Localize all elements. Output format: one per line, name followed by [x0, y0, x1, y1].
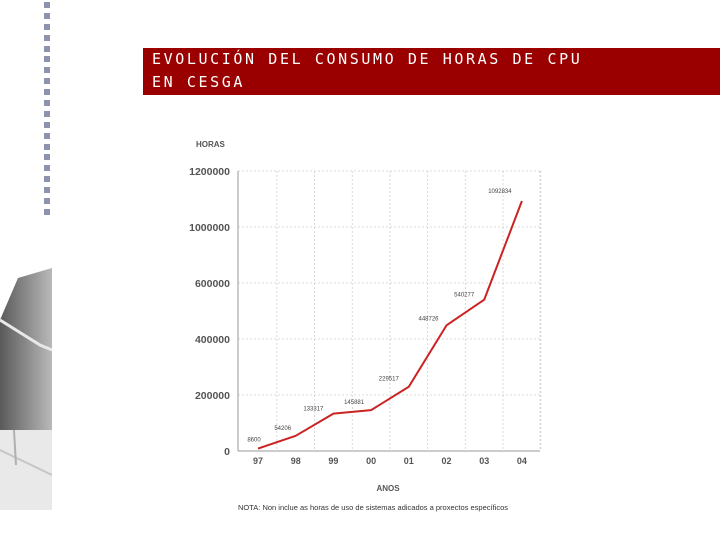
axes: [237, 171, 540, 452]
slide-title-line2: EN CESGA: [152, 73, 246, 91]
x-tick-label: 98: [291, 456, 301, 466]
decorative-shape: [0, 268, 52, 510]
y-tick-label: 400000: [195, 334, 230, 346]
x-tick-label: 01: [404, 456, 414, 466]
y-tick-label: 600000: [195, 278, 230, 290]
x-tick-label: 03: [479, 456, 489, 466]
data-label: 54206: [274, 426, 291, 432]
y-tick-label: 0: [224, 446, 230, 458]
y-tick-label: 200000: [195, 390, 230, 402]
data-label: 1092834: [488, 189, 512, 195]
y-tick-label: 1000000: [189, 222, 230, 234]
y-tick-label: 1200000: [189, 166, 230, 178]
data-label: 145881: [344, 400, 365, 406]
chart-note: NOTA: Non inclue as horas de uso de sist…: [238, 503, 508, 512]
data-label: 540277: [454, 293, 475, 299]
x-tick-label: 04: [517, 456, 527, 466]
grid-lines: [238, 170, 542, 451]
data-label: 8600: [247, 438, 261, 444]
data-label: 133317: [303, 407, 324, 413]
x-tick-label: 02: [441, 456, 451, 466]
x-tick-label: 00: [366, 456, 376, 466]
series-line: [257, 200, 523, 450]
series-cpu-hours: [257, 200, 523, 450]
y-axis-label: HORAS: [196, 140, 226, 149]
decorative-dots: [44, 2, 50, 220]
x-axis-label: ANOS: [376, 484, 400, 493]
title-bar: EVOLUCIÓN DEL CONSUMO DE HORAS DE CPU EN…: [143, 48, 720, 95]
x-tick-label: 99: [328, 456, 338, 466]
labels: 0 200000 400000 600000 1000000 1200000 97 98 99 0…: [189, 140, 527, 493]
slide-title-line1: EVOLUCIÓN DEL CONSUMO DE HORAS DE CPU: [152, 50, 583, 68]
x-tick-label: 97: [253, 456, 263, 466]
data-label: 448726: [418, 316, 439, 322]
data-label: 229517: [379, 377, 400, 383]
